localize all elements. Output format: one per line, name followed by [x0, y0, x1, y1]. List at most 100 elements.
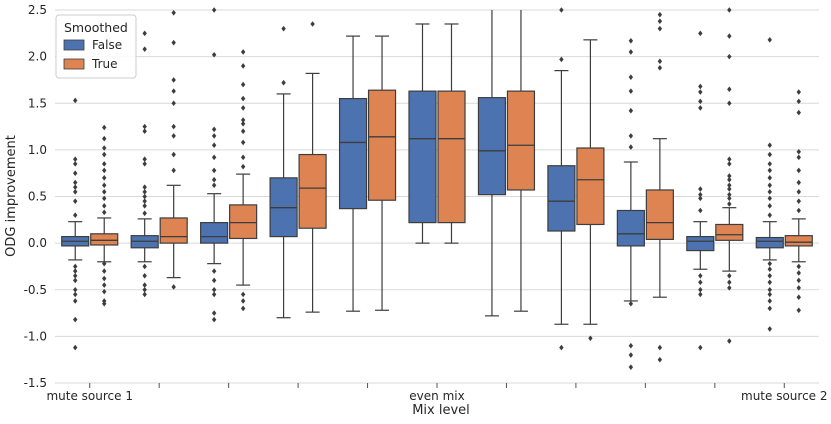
- outlier-point: [171, 133, 176, 139]
- outlier-point: [142, 156, 147, 162]
- outlier-point: [211, 291, 217, 298]
- outlier-point: [767, 189, 772, 195]
- box-body: [686, 235, 715, 252]
- outlier-point: [767, 286, 772, 293]
- outlier-point: [240, 128, 246, 135]
- box-false-3: [269, 25, 298, 319]
- outlier-point: [73, 179, 78, 186]
- outlier-point: [211, 176, 217, 183]
- outlier-point: [698, 89, 703, 95]
- legend-swatch-false: [63, 39, 85, 51]
- outlier-point: [767, 260, 772, 267]
- outlier-point: [211, 154, 217, 161]
- outlier-point: [142, 198, 147, 204]
- box-body: [477, 97, 507, 196]
- outlier-point: [142, 286, 147, 293]
- outlier-point: [727, 53, 732, 60]
- outlier-point: [102, 300, 107, 307]
- outlier-point: [211, 7, 217, 13]
- outlier-point: [73, 161, 78, 167]
- outlier-point: [628, 133, 634, 139]
- outlier-point: [281, 25, 286, 32]
- outlier-point: [628, 342, 634, 349]
- outlier-point: [171, 9, 176, 16]
- legend-label-false: False: [92, 38, 122, 52]
- outlier-point: [142, 46, 147, 52]
- outlier-point: [767, 167, 772, 174]
- outlier-point: [698, 105, 703, 111]
- outlier-point: [211, 316, 217, 323]
- outlier-point: [281, 79, 286, 86]
- outlier-point: [698, 207, 703, 214]
- outlier-point: [102, 135, 107, 142]
- outlier-point: [796, 98, 801, 105]
- outlier-point: [698, 286, 703, 293]
- legend: Smoothed False True: [55, 14, 137, 79]
- outlier-point: [73, 170, 78, 176]
- outlier-point: [727, 272, 732, 279]
- outlier-point: [142, 282, 147, 288]
- outlier-point: [727, 191, 732, 198]
- outlier-point: [727, 86, 732, 93]
- box-true-7: [576, 39, 605, 342]
- outlier-point: [657, 65, 663, 71]
- outlier-point: [171, 167, 176, 174]
- outlier-point: [727, 156, 732, 162]
- outlier-point: [796, 148, 801, 155]
- outlier-point: [211, 133, 217, 139]
- outlier-point: [698, 83, 703, 90]
- x-tick-label: even mix: [409, 389, 464, 403]
- outlier-point: [698, 291, 703, 298]
- outlier-point: [796, 263, 801, 270]
- y-tick-label: 1.5: [28, 96, 47, 110]
- outlier-point: [211, 286, 217, 293]
- outlier-point: [73, 263, 78, 270]
- outlier-point: [102, 151, 107, 158]
- outlier-point: [73, 277, 78, 284]
- box-body: [90, 233, 119, 246]
- outlier-point: [796, 294, 801, 301]
- box-body: [338, 97, 368, 210]
- box-body: [547, 165, 576, 232]
- outlier-point: [102, 167, 107, 174]
- outlier-point: [102, 260, 107, 267]
- box-false-9: [686, 30, 715, 351]
- outlier-point: [727, 338, 732, 344]
- outlier-point: [727, 182, 732, 189]
- outlier-point: [727, 186, 732, 192]
- outlier-point: [796, 179, 801, 186]
- outlier-point: [698, 272, 703, 279]
- box-true-1: [159, 9, 188, 290]
- outlier-point: [240, 117, 246, 123]
- box-true-6: [506, 10, 536, 312]
- outlier-point: [102, 124, 107, 131]
- box-body: [437, 90, 466, 224]
- outlier-point: [657, 344, 663, 351]
- box-body: [506, 90, 536, 191]
- outlier-point: [767, 151, 772, 158]
- outlier-point: [767, 305, 772, 312]
- outlier-point: [211, 167, 217, 174]
- box-false-0: [61, 97, 90, 351]
- outlier-point: [698, 191, 703, 198]
- box-body: [367, 89, 397, 201]
- box-true-9: [715, 7, 744, 344]
- outlier-point: [73, 298, 78, 304]
- box-groups: [61, 7, 813, 370]
- outlier-point: [171, 284, 176, 290]
- y-tick-label: 2.5: [28, 3, 47, 17]
- outlier-point: [628, 107, 634, 114]
- outlier-point: [240, 95, 246, 102]
- outlier-point: [796, 207, 801, 214]
- outlier-point: [767, 161, 772, 167]
- outlier-point: [698, 186, 703, 192]
- box-true-0: [90, 124, 119, 307]
- box-true-4: [367, 35, 397, 311]
- y-axis-label: ODG improvement: [4, 135, 19, 257]
- outlier-point: [628, 300, 634, 307]
- outlier-point: [102, 268, 107, 274]
- box-body: [616, 209, 645, 247]
- outlier-point: [142, 193, 147, 200]
- y-tick-label: 1.0: [28, 143, 47, 157]
- y-tick-label: -1.0: [24, 329, 47, 343]
